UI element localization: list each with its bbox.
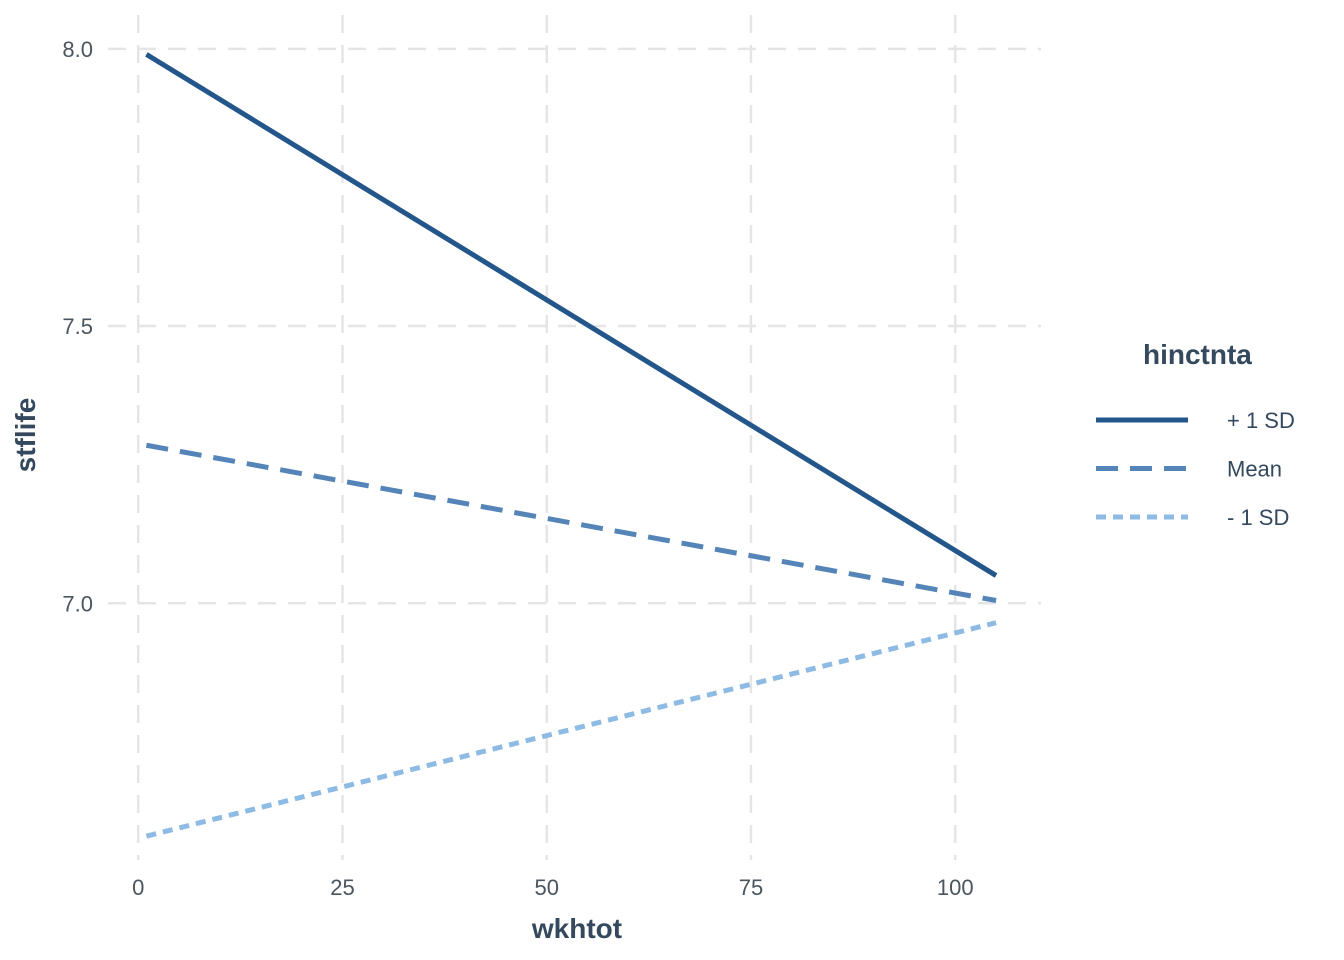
x-tick-label: 50 — [534, 875, 558, 900]
x-tick-label: 100 — [937, 875, 974, 900]
x-tick-label: 75 — [739, 875, 763, 900]
y-tick-label: 8.0 — [62, 37, 93, 62]
x-axis-title: wkhtot — [531, 913, 622, 944]
y-tick-label: 7.0 — [62, 591, 93, 616]
series-line — [145, 442, 997, 603]
series-line — [145, 620, 997, 839]
legend-title: hinctnta — [1143, 339, 1252, 370]
legend-items: + 1 SD Mean - 1 SD — [1096, 408, 1295, 530]
grid-lines — [108, 15, 1041, 860]
y-tick-label: 7.5 — [62, 314, 93, 339]
series-lines — [145, 52, 998, 839]
legend-label: Mean — [1227, 457, 1282, 482]
legend-label: + 1 SD — [1227, 408, 1295, 433]
tick-labels: 0 25 50 75 100 7.0 7.5 8.0 — [62, 37, 973, 900]
legend-label: - 1 SD — [1227, 505, 1289, 530]
y-axis-title: stflife — [10, 398, 41, 473]
series-line — [145, 52, 998, 578]
x-tick-label: 25 — [330, 875, 354, 900]
legend: hinctnta + 1 SD Mean - 1 SD — [1096, 339, 1295, 530]
x-tick-label: 0 — [132, 875, 144, 900]
